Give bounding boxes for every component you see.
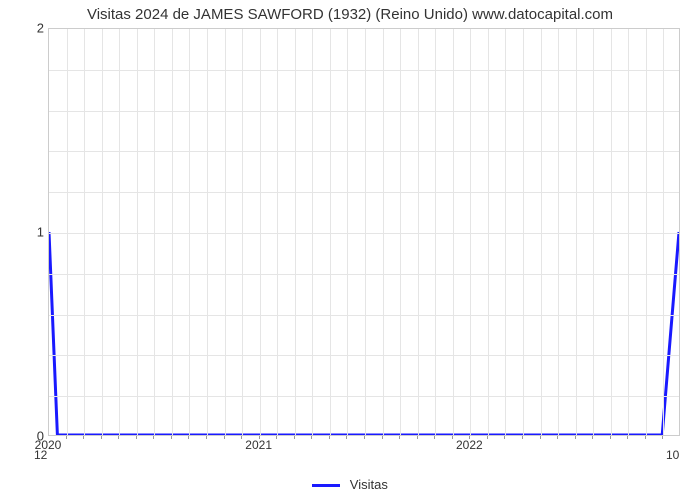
grid-line-vertical-minor xyxy=(225,29,226,435)
grid-line-vertical-minor xyxy=(119,29,120,435)
y-tick-label: 1 xyxy=(37,225,44,240)
x-minor-tick xyxy=(382,436,383,439)
x-tick-label: 2022 xyxy=(456,438,483,452)
grid-line-vertical-minor xyxy=(576,29,577,435)
x-minor-tick xyxy=(188,436,189,439)
grid-line-vertical-minor xyxy=(646,29,647,435)
x-minor-tick xyxy=(224,436,225,439)
grid-line-vertical-minor xyxy=(84,29,85,435)
x-minor-tick xyxy=(487,436,488,439)
x-minor-tick xyxy=(66,436,67,439)
x-minor-tick xyxy=(434,436,435,439)
grid-line-vertical-minor xyxy=(67,29,68,435)
plot-area xyxy=(48,28,680,436)
grid-line-vertical-minor xyxy=(453,29,454,435)
x-minor-tick xyxy=(540,436,541,439)
data-line xyxy=(49,29,679,435)
grid-line-vertical-minor xyxy=(154,29,155,435)
grid-line-horizontal-minor xyxy=(49,70,679,71)
x-minor-tick xyxy=(575,436,576,439)
grid-line-vertical-minor xyxy=(330,29,331,435)
x-minor-tick xyxy=(101,436,102,439)
x-minor-tick xyxy=(452,436,453,439)
x-minor-tick xyxy=(259,436,260,439)
end-value-label: 10 xyxy=(666,448,679,462)
x-minor-tick xyxy=(206,436,207,439)
grid-line-vertical-minor xyxy=(663,29,664,435)
x-minor-tick xyxy=(171,436,172,439)
grid-line-vertical-minor xyxy=(277,29,278,435)
grid-line-vertical-minor xyxy=(418,29,419,435)
grid-line-vertical-minor xyxy=(488,29,489,435)
legend-swatch xyxy=(312,484,340,487)
x-minor-tick xyxy=(276,436,277,439)
grid-line-vertical-minor xyxy=(312,29,313,435)
grid-line-vertical-minor xyxy=(260,29,261,435)
x-minor-tick xyxy=(504,436,505,439)
grid-line-vertical-minor xyxy=(365,29,366,435)
x-minor-tick xyxy=(294,436,295,439)
legend: Visitas xyxy=(0,477,700,492)
grid-line-vertical-minor xyxy=(435,29,436,435)
grid-line-vertical-minor xyxy=(558,29,559,435)
x-minor-tick xyxy=(136,436,137,439)
x-minor-tick xyxy=(417,436,418,439)
grid-line-vertical-minor xyxy=(383,29,384,435)
legend-label: Visitas xyxy=(350,477,388,492)
x-minor-tick xyxy=(557,436,558,439)
x-minor-tick xyxy=(241,436,242,439)
x-minor-tick xyxy=(364,436,365,439)
grid-line-vertical-minor xyxy=(505,29,506,435)
x-minor-tick xyxy=(311,436,312,439)
grid-line-vertical-minor xyxy=(295,29,296,435)
grid-line-vertical-minor xyxy=(189,29,190,435)
x-minor-tick xyxy=(399,436,400,439)
grid-line-horizontal-minor xyxy=(49,315,679,316)
grid-line-vertical-minor xyxy=(470,29,471,435)
chart-title: Visitas 2024 de JAMES SAWFORD (1932) (Re… xyxy=(0,6,700,23)
x-minor-tick xyxy=(83,436,84,439)
x-tick-label: 2021 xyxy=(245,438,272,452)
grid-line-vertical-minor xyxy=(242,29,243,435)
x-minor-tick xyxy=(592,436,593,439)
grid-line-vertical-minor xyxy=(400,29,401,435)
x-minor-tick xyxy=(522,436,523,439)
grid-line-vertical-minor xyxy=(137,29,138,435)
x-minor-tick xyxy=(153,436,154,439)
grid-line-vertical-minor xyxy=(172,29,173,435)
grid-line-horizontal-minor xyxy=(49,396,679,397)
grid-line-horizontal-minor xyxy=(49,233,679,234)
start-value-label: 12 xyxy=(34,448,47,462)
x-minor-tick xyxy=(118,436,119,439)
grid-line-horizontal-minor xyxy=(49,355,679,356)
grid-line-vertical-minor xyxy=(207,29,208,435)
chart-container: Visitas 2024 de JAMES SAWFORD (1932) (Re… xyxy=(0,0,700,500)
grid-line-horizontal-minor xyxy=(49,111,679,112)
grid-line-horizontal-minor xyxy=(49,274,679,275)
x-minor-tick xyxy=(627,436,628,439)
grid-line-vertical-minor xyxy=(611,29,612,435)
grid-line-vertical-minor xyxy=(593,29,594,435)
x-minor-tick xyxy=(645,436,646,439)
grid-line-vertical-minor xyxy=(523,29,524,435)
grid-line-vertical-minor xyxy=(628,29,629,435)
x-minor-tick xyxy=(346,436,347,439)
x-minor-tick xyxy=(662,436,663,439)
grid-line-horizontal-minor xyxy=(49,192,679,193)
grid-line-vertical-minor xyxy=(102,29,103,435)
grid-line-vertical-minor xyxy=(347,29,348,435)
y-tick-label: 2 xyxy=(37,21,44,36)
x-minor-tick xyxy=(469,436,470,439)
x-minor-tick xyxy=(610,436,611,439)
x-minor-tick xyxy=(329,436,330,439)
grid-line-horizontal-minor xyxy=(49,151,679,152)
grid-line-vertical-minor xyxy=(541,29,542,435)
